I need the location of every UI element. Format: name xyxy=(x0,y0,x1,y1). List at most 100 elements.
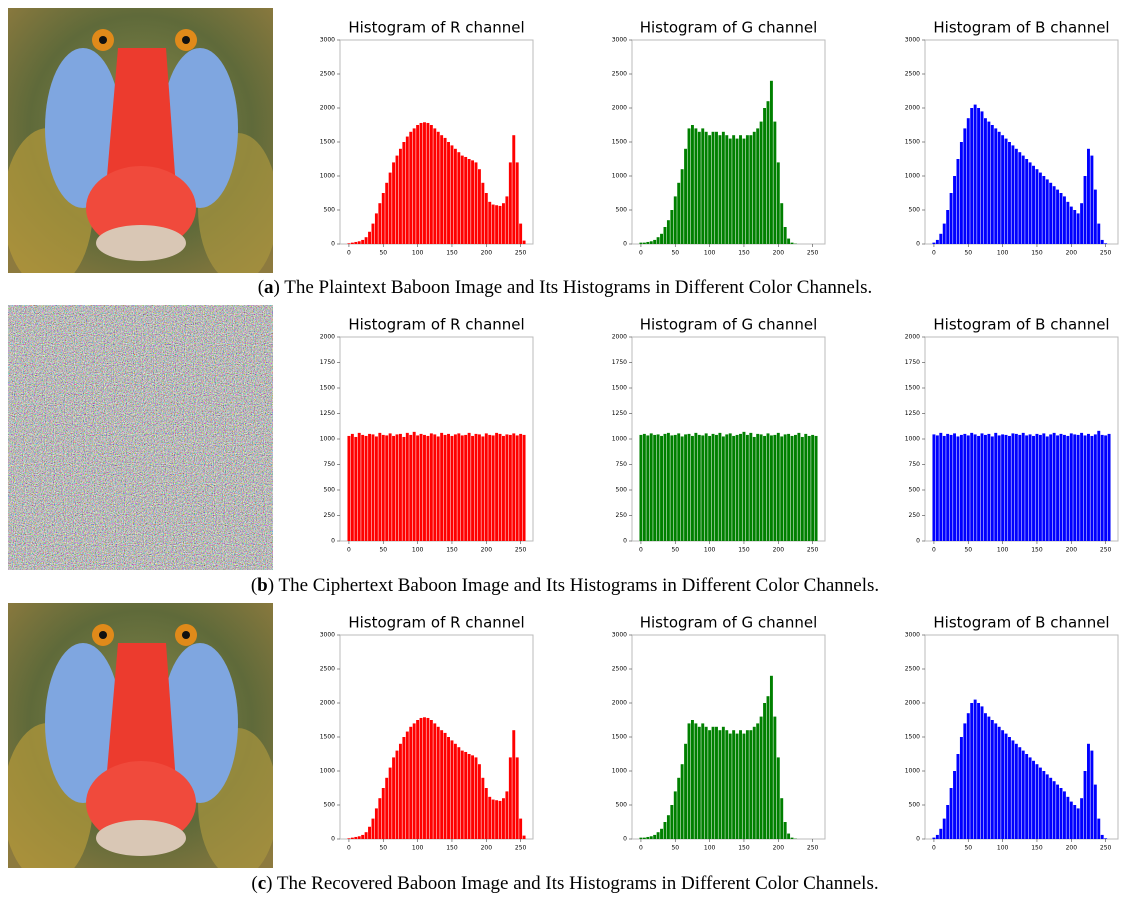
bar xyxy=(523,836,526,839)
bar xyxy=(481,436,484,541)
bar xyxy=(698,435,701,541)
bar xyxy=(1053,781,1056,839)
bar xyxy=(1053,433,1056,541)
bar xyxy=(457,152,460,244)
y-tick-label: 1750 xyxy=(905,359,920,366)
bar xyxy=(389,433,392,541)
x-tick-label: 150 xyxy=(1031,547,1043,554)
bar xyxy=(777,162,780,244)
ciphertext-image xyxy=(8,305,273,570)
y-tick-label: 2500 xyxy=(612,666,627,673)
y-tick-label: 500 xyxy=(616,802,628,809)
bar xyxy=(1049,778,1052,839)
bar xyxy=(1087,149,1090,244)
bar xyxy=(760,717,763,839)
bar xyxy=(753,727,756,839)
bar xyxy=(509,757,512,839)
bar xyxy=(481,183,484,244)
x-tick-label: 250 xyxy=(807,845,819,852)
y-tick-label: 250 xyxy=(616,512,628,519)
x-tick-label: 200 xyxy=(773,250,785,257)
bar xyxy=(718,730,721,839)
bar xyxy=(639,435,642,541)
y-tick-label: 2000 xyxy=(612,334,627,341)
bar xyxy=(464,157,467,244)
bar xyxy=(960,435,963,541)
bar xyxy=(389,768,392,839)
bar xyxy=(372,434,375,541)
bar xyxy=(430,720,433,839)
bar xyxy=(756,128,759,244)
bar xyxy=(1063,791,1066,839)
bar xyxy=(729,433,732,541)
bar xyxy=(698,727,701,839)
bar xyxy=(512,135,515,244)
bar xyxy=(433,128,436,244)
chart-title: Histogram of B channel xyxy=(933,316,1109,334)
bar xyxy=(991,125,994,244)
bar xyxy=(780,798,783,839)
bar xyxy=(368,827,371,839)
bar xyxy=(461,435,464,541)
bar xyxy=(444,138,447,244)
bar xyxy=(732,436,735,541)
y-tick-label: 2000 xyxy=(612,700,627,707)
bar xyxy=(1001,135,1004,244)
bar xyxy=(974,434,977,541)
bar xyxy=(691,125,694,244)
bar xyxy=(444,733,447,839)
caption-letter: a xyxy=(264,277,274,298)
y-tick-label: 1250 xyxy=(905,410,920,417)
bar xyxy=(1077,435,1080,541)
bar xyxy=(763,108,766,244)
caption-text: ) The Plaintext Baboon Image and Its His… xyxy=(274,277,873,298)
bar xyxy=(701,128,704,244)
bar xyxy=(485,433,488,541)
y-tick-label: 2500 xyxy=(320,71,335,78)
x-tick-label: 0 xyxy=(347,250,351,257)
bar xyxy=(957,159,960,244)
bar xyxy=(1015,149,1018,244)
bar xyxy=(392,757,395,839)
bar xyxy=(347,838,350,839)
bar xyxy=(1032,761,1035,839)
bar xyxy=(660,829,663,839)
y-tick-label: 2000 xyxy=(320,334,335,341)
bar xyxy=(372,224,375,244)
y-tick-label: 1000 xyxy=(612,768,627,775)
bar xyxy=(416,125,419,244)
bar xyxy=(423,122,426,244)
bar xyxy=(670,805,673,839)
bar xyxy=(957,754,960,839)
bar xyxy=(998,132,1001,244)
bar xyxy=(749,135,752,244)
bar xyxy=(984,435,987,541)
x-tick-label: 50 xyxy=(964,547,972,554)
bar xyxy=(1066,797,1069,839)
bar xyxy=(974,105,977,244)
bar xyxy=(447,434,450,541)
bar xyxy=(1049,434,1052,541)
bar xyxy=(742,432,745,541)
x-tick-label: 200 xyxy=(481,547,493,554)
bar xyxy=(688,128,691,244)
bar xyxy=(1063,196,1066,244)
bar xyxy=(760,434,763,541)
bar xyxy=(347,436,350,541)
bar xyxy=(519,819,522,839)
bar xyxy=(715,132,718,244)
bar xyxy=(718,135,721,244)
bar xyxy=(464,435,467,541)
y-tick-label: 2000 xyxy=(320,105,335,112)
bar xyxy=(725,135,728,244)
bar xyxy=(488,435,491,541)
x-tick-label: 150 xyxy=(446,845,458,852)
y-tick-label: 1000 xyxy=(905,436,920,443)
bar xyxy=(495,205,498,244)
bar xyxy=(402,142,405,244)
bar xyxy=(499,434,502,541)
bar xyxy=(1015,434,1018,541)
x-tick-label: 50 xyxy=(379,250,387,257)
x-tick-label: 150 xyxy=(738,547,750,554)
bar xyxy=(1104,435,1107,541)
